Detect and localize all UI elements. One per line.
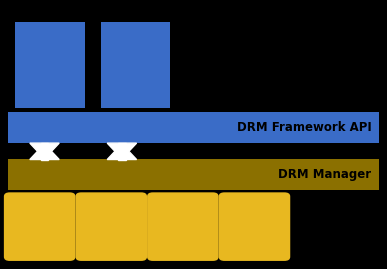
Polygon shape: [107, 144, 137, 160]
FancyBboxPatch shape: [219, 192, 290, 261]
Bar: [15, 22, 85, 108]
Bar: [41, 143, 48, 160]
Polygon shape: [30, 144, 59, 160]
Text: DRM Framework API: DRM Framework API: [237, 121, 372, 134]
Text: DRM Manager: DRM Manager: [278, 168, 372, 181]
Bar: [8, 159, 379, 190]
FancyBboxPatch shape: [147, 192, 219, 261]
Bar: [118, 143, 126, 160]
FancyBboxPatch shape: [4, 192, 75, 261]
FancyBboxPatch shape: [75, 192, 147, 261]
Polygon shape: [107, 143, 137, 159]
Bar: [8, 112, 379, 143]
Bar: [101, 22, 170, 108]
Polygon shape: [30, 143, 59, 159]
